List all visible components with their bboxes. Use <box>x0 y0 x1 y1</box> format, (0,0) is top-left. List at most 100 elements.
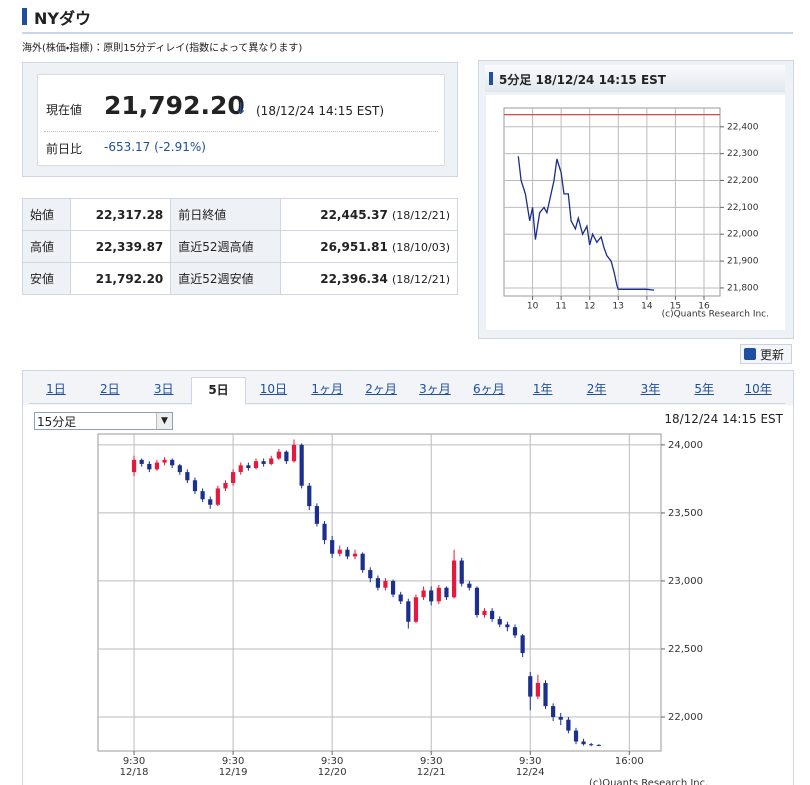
period-tab[interactable]: 2ヶ月 <box>365 382 397 396</box>
x-tick-label: 9:30 <box>123 756 145 767</box>
panel-header: 5分足 18/12/24 14:15 EST <box>485 65 785 92</box>
candle-body <box>154 462 160 470</box>
candle-body <box>368 570 373 579</box>
down-arrow: ↓ <box>234 99 248 118</box>
row: 安値 21,792.20 直近52週安値 22,396.34 (18/12/21… <box>22 262 458 295</box>
candle-body <box>421 590 426 598</box>
refresh-icon <box>744 348 756 360</box>
x-tick-label: 9:30 <box>519 756 541 767</box>
period-tab[interactable]: 2年 <box>586 382 607 396</box>
candle-body <box>284 451 289 462</box>
cell: 22,396.34 (18/12/21) <box>280 262 458 295</box>
period-tab[interactable]: 5日 <box>190 377 247 405</box>
candle-body <box>551 706 556 717</box>
x-tick-label: 13 <box>613 302 624 312</box>
period-tab[interactable]: 6ヶ月 <box>472 382 505 396</box>
y-tick-label: 24,000 <box>668 440 703 451</box>
date: (18/12/21) <box>392 208 450 222</box>
x-tick-sublabel: 12/20 <box>318 767 347 778</box>
x-tick-label: 9:30 <box>321 756 343 767</box>
cell: 安値 <box>22 262 71 295</box>
date: (18/12/21) <box>392 272 450 286</box>
candle-body <box>200 491 205 500</box>
x-tick-sublabel: 12/18 <box>120 767 149 778</box>
candle-body <box>330 540 335 554</box>
candle-body <box>345 549 350 557</box>
tabs: 1日 2日 3日 5日 10日 1ヶ月 2ヶ月 3ヶ月 6ヶ月 1年 2年 3年 5年 10年 <box>29 377 785 405</box>
candle-body <box>147 463 152 470</box>
cell: 始値 <box>22 198 71 231</box>
intraday-chart: 21,800 21,900 22,000 22,100 22,200 22,300 22,4… <box>486 95 785 330</box>
candle-body <box>185 472 190 481</box>
candle-body <box>474 587 480 615</box>
candle-body <box>192 480 198 492</box>
candle-body <box>497 619 502 625</box>
tab-bar <box>23 371 793 405</box>
plot-frame <box>503 107 721 297</box>
candle-body <box>543 682 548 707</box>
cell: 22,445.37 (18/12/21) <box>280 198 458 231</box>
candle-body <box>467 583 472 588</box>
period-tab[interactable]: 2日 <box>99 382 120 396</box>
change-label: 前日比 <box>46 142 83 156</box>
candle-body <box>223 482 228 489</box>
interval-value: 15分足 <box>37 415 77 429</box>
candle-body <box>162 459 167 463</box>
title-icon <box>22 8 27 25</box>
y-tick-label: 22,100 <box>727 203 759 213</box>
candle-body <box>535 682 540 697</box>
y-tick-label: 22,000 <box>668 712 703 723</box>
title-icon <box>489 72 493 85</box>
refresh-button[interactable]: 更新 <box>740 344 792 364</box>
value: 22,445.37 <box>320 207 388 222</box>
chart-title: 5分足 18/12/24 14:15 EST <box>499 73 666 87</box>
x-tick-sublabel: 12/21 <box>417 767 446 778</box>
delay-note: 海外(株価・指標)：原則15分ディレイ(指数によって異なります) <box>22 43 303 54</box>
period-tab[interactable]: 3ヶ月 <box>419 382 451 396</box>
y-tick-label: 21,900 <box>727 257 759 267</box>
credit: (c)Quants Research Inc. <box>589 778 708 785</box>
candle-body <box>406 601 411 622</box>
period-tab[interactable]: 10日 <box>259 382 287 396</box>
y-tick-label: 22,000 <box>727 230 759 240</box>
period-tab[interactable]: 1年 <box>532 382 553 396</box>
candle-body <box>383 580 388 588</box>
price-line <box>517 156 655 291</box>
y-tick-label: 23,000 <box>668 576 703 587</box>
quote-box: 現在値 21,792.20 ↓ (18/12/24 14:15 EST) 前日比… <box>22 62 458 177</box>
candle-body <box>573 730 579 742</box>
candle-body <box>589 744 594 746</box>
period-tab[interactable]: 10年 <box>744 382 772 396</box>
separator <box>44 131 438 132</box>
row: 始値 22,317.28 前日終値 22,445.37 (18/12/21) <box>22 198 458 231</box>
candle-body <box>596 744 601 746</box>
candle-body <box>238 465 243 473</box>
x-tick-label: 10 <box>527 302 539 312</box>
refresh-label: 更新 <box>760 348 785 362</box>
candle-body <box>520 635 525 654</box>
candle-body <box>505 624 510 628</box>
cell: 直近52週高値 <box>170 230 282 263</box>
y-tick-label: 23,500 <box>668 508 703 519</box>
candle-body <box>314 506 319 524</box>
period-tab[interactable]: 1日 <box>46 382 66 396</box>
y-tick-label: 22,300 <box>727 149 759 159</box>
candle-body <box>451 560 457 598</box>
price-time: (18/12/24 14:15 EST) <box>256 104 384 118</box>
period-tab[interactable]: 3日 <box>153 382 174 396</box>
interval-select[interactable]: 15分足 ▼ <box>34 412 173 430</box>
candle-body <box>291 444 297 462</box>
period-tab[interactable]: 5年 <box>694 382 715 396</box>
info-table: 始値 22,317.28 前日終値 22,445.37 (18/12/21) 高… <box>22 198 458 295</box>
value: 22,396.34 <box>320 271 388 286</box>
period-tab[interactable]: 1ヶ月 <box>311 382 344 396</box>
candle-body <box>390 580 396 595</box>
y-tick-label: 22,400 <box>727 122 759 132</box>
candle-body <box>337 549 342 554</box>
value: 26,951.81 <box>320 239 388 254</box>
candle-body <box>261 461 266 464</box>
period-tab[interactable]: 3年 <box>640 382 661 396</box>
candle-body <box>566 719 571 731</box>
x-tick-sublabel: 12/24 <box>516 767 545 778</box>
candle-body <box>215 488 220 505</box>
